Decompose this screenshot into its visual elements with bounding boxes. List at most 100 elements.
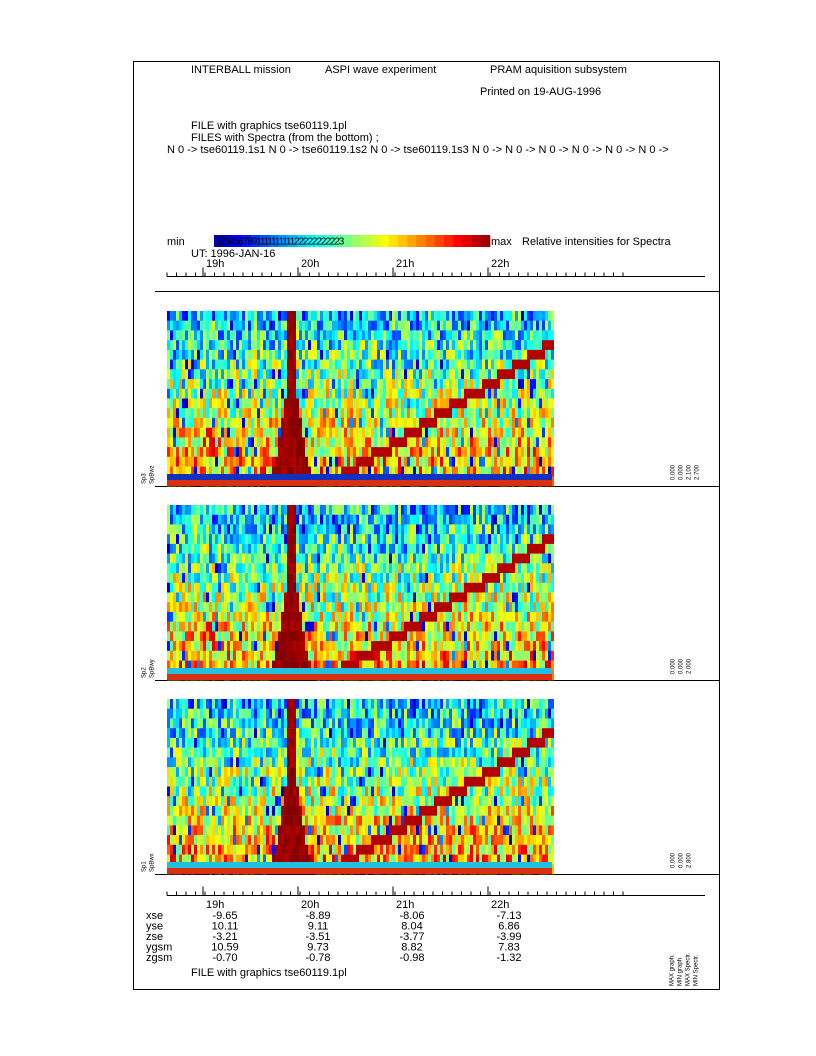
spectrogram-cell: [335, 573, 338, 584]
spectrogram-cell: [176, 340, 179, 351]
spectrogram-cell: [350, 514, 353, 525]
spectrogram-cell: [323, 311, 326, 321]
spectrogram-cell: [248, 427, 251, 438]
spectrogram-cell: [347, 534, 350, 545]
spectrogram-cell: [461, 592, 464, 603]
spectrogram-cell: [386, 330, 389, 341]
spectrogram-cell: [341, 359, 344, 370]
spectrogram-cell: [398, 592, 401, 603]
spectrogram-cell: [431, 563, 434, 574]
spectrogram-cell: [299, 514, 302, 525]
spectrogram-cell: [392, 514, 395, 525]
spectrogram-cell: [491, 650, 494, 661]
spectrogram-cell: [257, 660, 260, 671]
spectrogram-cell: [215, 573, 218, 584]
spectrogram-cell: [353, 447, 356, 458]
spectrogram-cell: [455, 534, 458, 545]
spectrogram-cell: [239, 359, 242, 370]
spectrogram-cell: [536, 447, 539, 458]
spectrogram-cell: [167, 718, 170, 729]
spectrogram-cell: [353, 582, 356, 593]
spectrogram-cell: [545, 320, 548, 331]
spectrogram-cell: [173, 602, 176, 613]
spectrogram-cell: [497, 621, 500, 632]
spectrogram-cell: [278, 427, 281, 438]
spectrogram-cell: [383, 582, 386, 593]
spectrogram-cell: [176, 379, 179, 390]
spectrogram-cell: [353, 621, 356, 632]
spectrogram-cell: [521, 379, 524, 390]
spectrogram-cell: [314, 311, 317, 321]
spectrogram-cell: [197, 349, 200, 360]
spectrogram-cell: [509, 456, 512, 467]
spectrogram-cell: [230, 631, 233, 642]
spectrogram-cell: [263, 582, 266, 593]
spectrogram-cell: [179, 553, 182, 564]
spectrogram-cell: [191, 524, 194, 535]
spectrogram-cell: [209, 408, 212, 419]
spectrogram-cell: [290, 437, 293, 448]
spectrogram-cell: [482, 349, 485, 360]
spectrogram-cell: [491, 340, 494, 351]
spectrogram-cell: [233, 650, 236, 661]
spectrogram-cell: [455, 631, 458, 642]
spectrogram-cell: [167, 349, 170, 360]
spectrogram-cell: [509, 349, 512, 360]
spectrogram-cell: [215, 466, 218, 477]
spectrogram-cell: [227, 427, 230, 438]
spectrogram-cell: [341, 611, 344, 622]
spectrogram-cell: [338, 417, 341, 428]
spectrogram-cell: [443, 340, 446, 351]
spectrogram-cell: [365, 505, 368, 515]
spectrogram-cell: [290, 388, 293, 399]
spectrogram-cell: [401, 311, 404, 321]
panel-component: SpBwz: [150, 465, 156, 484]
spectrogram-cell: [317, 456, 320, 467]
spectrogram-cell: [188, 379, 191, 390]
spectrogram-cell: [323, 611, 326, 622]
spectrogram-cell: [362, 379, 365, 390]
spectrogram-cell: [320, 447, 323, 458]
time-label: 22h: [491, 899, 509, 911]
spectrogram-cell: [512, 340, 515, 351]
spectrogram-cell: [515, 592, 518, 603]
spectrogram-cell: [191, 330, 194, 341]
spectrogram-cell: [548, 514, 551, 525]
spectrogram-cell: [386, 427, 389, 438]
spectrogram-cell: [482, 311, 485, 321]
spectrogram-cell: [395, 437, 398, 448]
spectrogram-cell: [341, 641, 344, 652]
spectrogram-cell: [257, 359, 260, 370]
spectrogram-cell: [224, 330, 227, 341]
spectrogram-cell: [479, 573, 482, 584]
spectrogram-cell: [461, 427, 464, 438]
spectrogram-cell: [464, 534, 467, 545]
spectrogram-cell: [302, 417, 305, 428]
spectrogram-cell: [209, 534, 212, 545]
spectrogram-cell: [452, 592, 455, 603]
spectrogram-cell: [368, 505, 371, 515]
colorbar-min: min: [167, 236, 185, 248]
spectrogram-cell: [491, 408, 494, 419]
spectrogram-cell: [386, 456, 389, 467]
spectrogram-cell: [461, 369, 464, 380]
spectrogram-cell: [431, 398, 434, 409]
spectrogram-cell: [257, 447, 260, 458]
spectrogram-cell: [251, 320, 254, 331]
spectrogram-cell: [251, 582, 254, 593]
spectrogram-cell: [446, 660, 449, 671]
spectrogram-cell: [332, 408, 335, 419]
spectrogram-cell: [545, 641, 548, 652]
spectrogram-cell: [311, 408, 314, 419]
spectrogram-cell: [173, 408, 176, 419]
spectrogram-cell: [347, 456, 350, 467]
spectrogram-cell: [212, 379, 215, 390]
spectrogram-cell: [497, 349, 500, 360]
spectrogram-cell: [362, 417, 365, 428]
spectrogram-cell: [482, 340, 485, 351]
spectrogram-cell: [467, 447, 470, 458]
spectrogram-cell: [518, 447, 521, 458]
spectrogram-cell: [503, 505, 506, 515]
spectrogram-cell: [290, 602, 293, 613]
